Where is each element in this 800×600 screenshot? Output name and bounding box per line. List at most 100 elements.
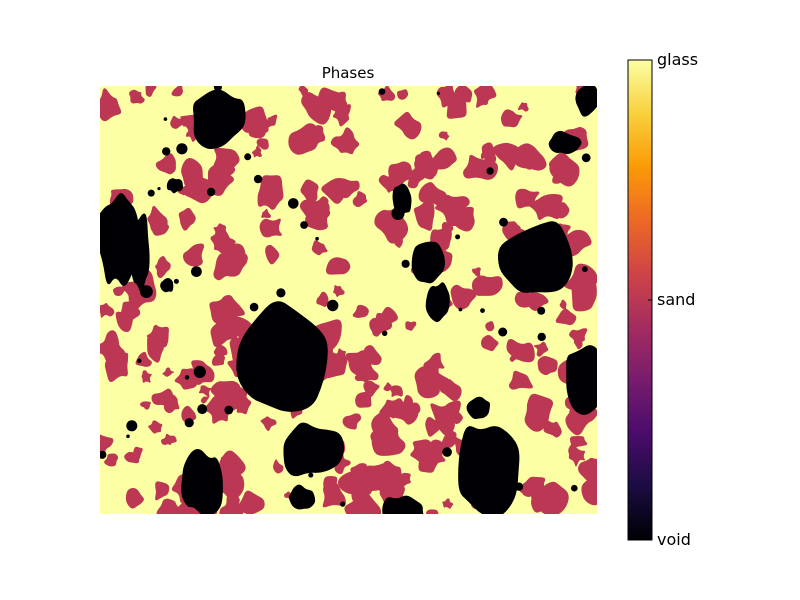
sand-particle [160, 433, 177, 446]
void-pore [411, 241, 445, 284]
void-pore-small [208, 473, 215, 480]
sand-particle [124, 451, 140, 464]
void-pore-small [327, 299, 339, 312]
sand-particle [100, 434, 114, 455]
void-pore-small [458, 307, 463, 312]
sand-particle [177, 185, 189, 196]
void-pore-small [272, 376, 286, 389]
void-pore-small [436, 91, 441, 95]
sand-particle [316, 291, 329, 307]
sand-particle [363, 345, 382, 366]
sand-particle [376, 306, 398, 330]
sand-particle [569, 435, 588, 448]
void-pore-small [242, 378, 254, 391]
colorbar: void sand glass [627, 50, 698, 549]
phase-map [100, 86, 597, 514]
sand-particle [471, 275, 503, 296]
void-pore-small [244, 153, 252, 161]
sand-particle [311, 240, 328, 256]
sand-particle [449, 410, 463, 425]
void-pore-small [176, 143, 188, 155]
void-pore-small [213, 86, 222, 92]
sand-particle [210, 321, 238, 348]
sand-particle [100, 303, 115, 318]
sand-particle [355, 391, 372, 408]
sand-particle [171, 86, 183, 97]
sand-particle [129, 89, 145, 104]
sand-particle [502, 221, 521, 241]
void-pore-small [140, 285, 153, 298]
sand-particle [342, 413, 362, 430]
sand-particle [135, 351, 152, 367]
sand-particle [309, 319, 342, 353]
sand-particle [568, 444, 586, 467]
sand-particle [140, 401, 151, 410]
void-pore-small [537, 306, 546, 315]
sand-particle [198, 385, 212, 398]
sand-particle [524, 393, 554, 432]
sand-particle [104, 346, 129, 383]
void-pore-small [537, 332, 546, 342]
void-pore-small [378, 88, 386, 95]
sand-particle [559, 299, 567, 310]
sand-particle [524, 292, 549, 311]
sand-particle [288, 123, 321, 155]
sand-particle [252, 145, 262, 158]
void-pore-small [206, 187, 216, 197]
void-pore [181, 448, 223, 514]
sand-particle [418, 182, 448, 207]
sand-particle [156, 498, 181, 514]
void-pore [288, 484, 316, 510]
sand-particle [390, 385, 403, 397]
sand-particle [396, 89, 409, 100]
void-pore [392, 183, 412, 215]
sand-particle [220, 454, 235, 470]
void-pore-small [276, 288, 286, 298]
void-pore-small [291, 318, 299, 325]
sand-particle [325, 257, 351, 275]
sand-particle [472, 267, 481, 277]
sand-particle [425, 445, 438, 464]
sand-particle [213, 147, 240, 176]
sand-particle [265, 244, 280, 265]
sand-particle [345, 352, 365, 368]
void-pore-small [571, 484, 578, 492]
void-pore-small [163, 117, 168, 121]
sand-particle [321, 177, 353, 204]
void-pore [566, 345, 597, 415]
sand-particle [574, 340, 583, 350]
sand-particle [237, 490, 265, 514]
void-pore [100, 193, 140, 286]
void-pore-small [184, 375, 190, 380]
sand-particle [200, 396, 209, 404]
void-pore-small [288, 198, 299, 209]
void-pore [283, 422, 345, 477]
sand-particle [555, 308, 577, 326]
void-pore-small [581, 153, 591, 163]
sand-particle [261, 208, 272, 219]
sand-particle [528, 193, 563, 220]
void-pore-small [582, 266, 588, 273]
sand-particle [522, 479, 537, 497]
sand-particle [266, 114, 278, 129]
void-pore-small [499, 217, 508, 227]
sand-particle [209, 294, 245, 326]
sand-particle [146, 324, 169, 348]
sand-particle [352, 304, 369, 318]
void-pore-small [498, 327, 508, 337]
void-pores [100, 86, 597, 514]
sand-particle [330, 127, 360, 155]
sand-particle [125, 487, 144, 509]
sand-particle [438, 131, 450, 141]
void-pore-small [480, 308, 485, 313]
sand-particle [517, 102, 529, 112]
sand-particle [429, 157, 442, 170]
void-pore-small [486, 167, 494, 175]
sand-particle [204, 394, 238, 424]
sand-particle [425, 417, 441, 437]
sand-particle [508, 370, 533, 390]
void-pore-small [157, 187, 161, 191]
sand-particle [148, 420, 163, 434]
sand-particle [330, 91, 348, 114]
sand-particle [100, 88, 122, 122]
